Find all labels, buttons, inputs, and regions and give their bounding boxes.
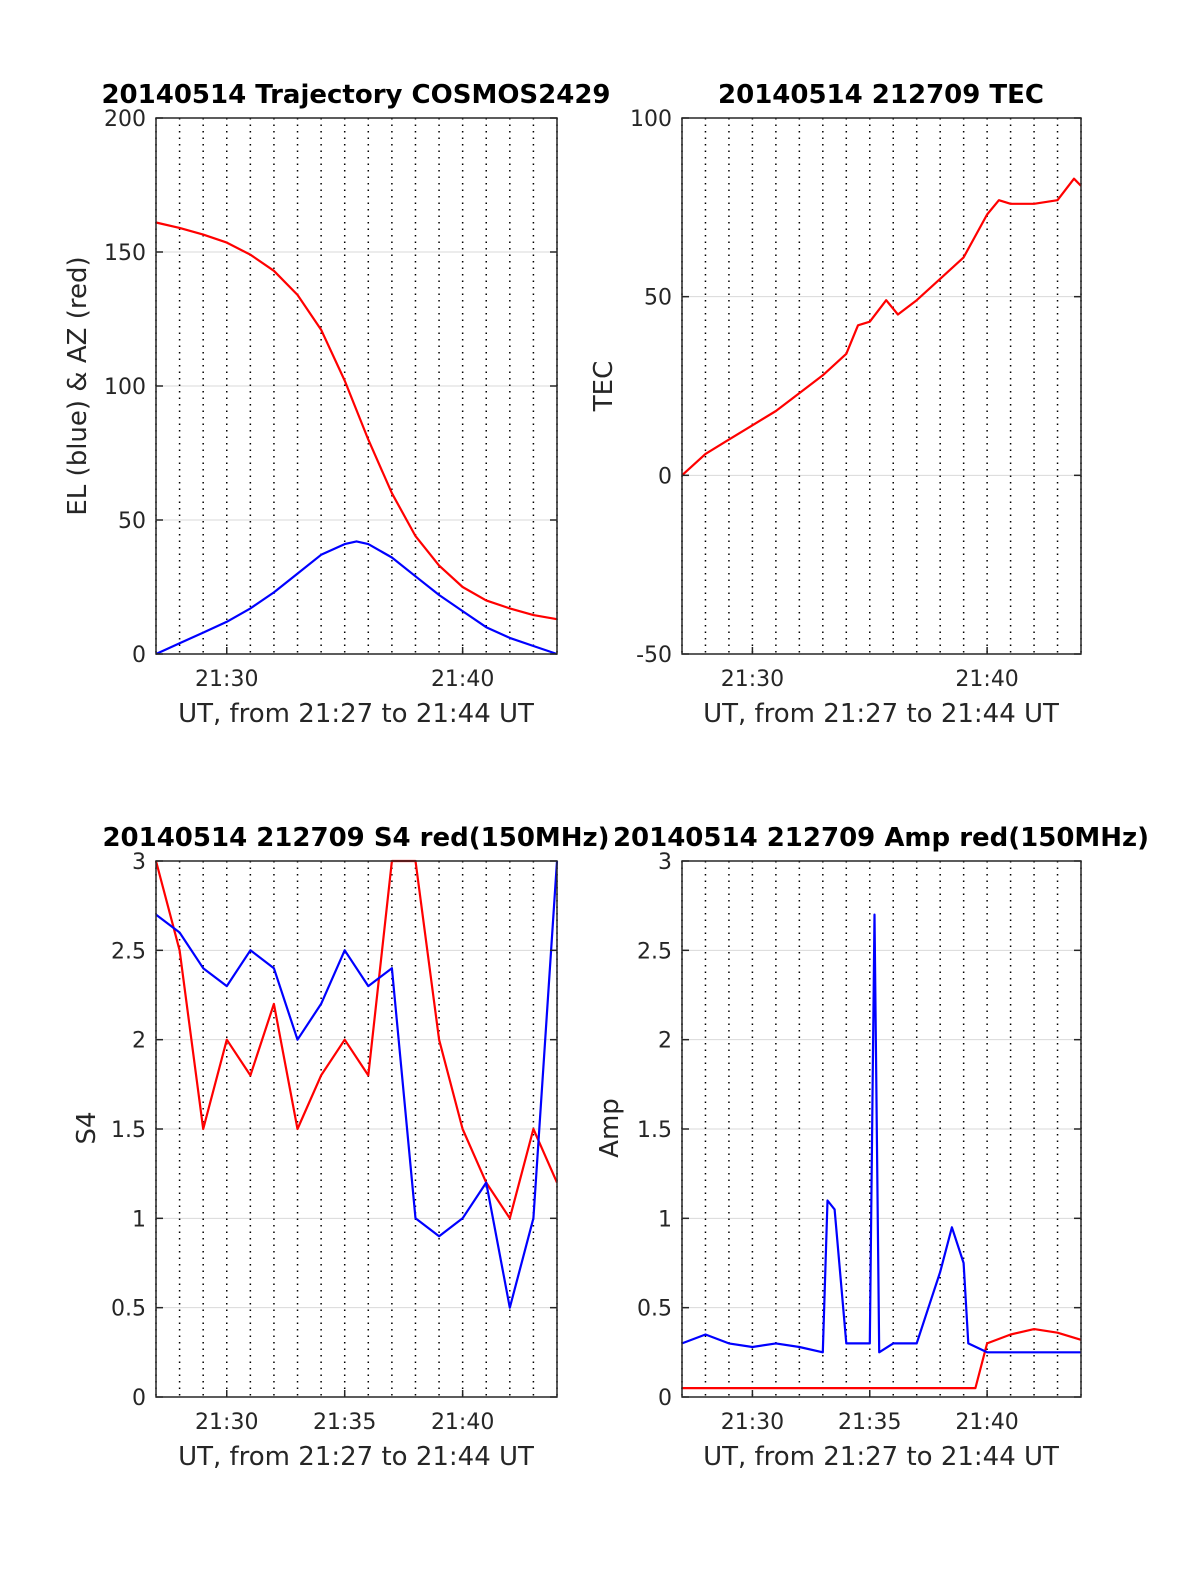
trajectory-ytick-label: 50 [118, 509, 146, 534]
amp-ytick-label: 0 [658, 1386, 672, 1411]
s4-ytick-label: 1.5 [111, 1118, 146, 1143]
tec-series-red-line [681, 177, 1082, 477]
s4-xtick-label: 21:40 [431, 1410, 494, 1435]
amp-series-red-line [682, 1327, 1082, 1390]
s4-ytick-label: 0.5 [111, 1297, 146, 1322]
trajectory-ylabel: EL (blue) & AZ (red) [63, 256, 93, 515]
amp-xtick-label: 21:30 [721, 1410, 784, 1435]
s4-series-red-line [154, 859, 559, 1220]
amp-xtick-label: 21:40 [955, 1410, 1018, 1435]
s4-series-blue-line [155, 860, 559, 1309]
tec-xlabel: UT, from 21:27 to 21:44 UT [703, 699, 1059, 729]
s4-ytick-label: 0 [132, 1386, 146, 1411]
s4-plot-area: 0 0.5 1 1.5 2 2.5 3 21:30 21:35 21:40 [111, 850, 559, 1435]
amp-ylabel: Amp [595, 1098, 625, 1158]
panel-s4: 0 0.5 1 1.5 2 2.5 3 21:30 21:35 21:40 20140514 21… [72, 823, 610, 1472]
trajectory-xlabel: UT, from 21:27 to 21:44 UT [178, 699, 534, 729]
tec-plot-area: -50 0 50 100 21:30 21:40 [630, 107, 1082, 692]
trajectory-ytick-label: 0 [132, 643, 146, 668]
s4-xtick-label: 21:30 [195, 1410, 258, 1435]
trajectory-ytick-label: 150 [104, 241, 146, 266]
tec-xtick-label: 21:40 [955, 667, 1018, 692]
amp-series-blue-line [681, 913, 1081, 1354]
tec-axes-box [681, 117, 1082, 655]
amp-plot-area: 0 0.5 1 1.5 2 2.5 3 21:30 21:35 21:40 [637, 850, 1082, 1435]
s4-ytick-label: 1 [132, 1207, 146, 1232]
tec-ytick-label: 50 [644, 286, 672, 311]
tec-ytick-label: 0 [658, 464, 672, 489]
amp-xlabel: UT, from 21:27 to 21:44 UT [703, 1442, 1059, 1472]
amp-xtick-label: 21:35 [838, 1410, 901, 1435]
s4-title: 20140514 212709 S4 red(150MHz) [102, 823, 609, 853]
tec-ylabel: TEC [589, 361, 619, 412]
trajectory-series-red-line [155, 221, 558, 621]
amp-ytick-label: 0.5 [637, 1297, 672, 1322]
s4-xlabel: UT, from 21:27 to 21:44 UT [178, 1442, 534, 1472]
s4-ytick-label: 2 [132, 1029, 146, 1054]
amp-title: 20140514 212709 Amp red(150MHz) [613, 823, 1149, 853]
trajectory-title: 20140514 Trajectory COSMOS2429 [101, 80, 610, 110]
s4-ytick-label: 3 [132, 850, 146, 875]
amp-ytick-label: 1 [658, 1207, 672, 1232]
trajectory-series-blue-line [155, 540, 558, 656]
panel-trajectory: 0 50 100 150 200 21:30 21:40 20140514 Trajecto… [63, 80, 611, 729]
amp-ytick-label: 2 [658, 1029, 672, 1054]
tec-ytick-label: -50 [636, 643, 672, 668]
amp-ytick-label: 1.5 [637, 1118, 672, 1143]
trajectory-ytick-label: 100 [104, 375, 146, 400]
tec-title: 20140514 212709 TEC [718, 80, 1044, 110]
amp-ytick-label: 2.5 [637, 939, 672, 964]
s4-xtick-label: 21:35 [313, 1410, 376, 1435]
panel-amp: 0 0.5 1 1.5 2 2.5 3 21:30 21:35 21:40 20140514 21… [595, 823, 1149, 1472]
trajectory-xtick-label: 21:30 [195, 667, 258, 692]
s4-ylabel: S4 [72, 1111, 102, 1144]
tec-xtick-label: 21:30 [721, 667, 784, 692]
trajectory-plot-area: 0 50 100 150 200 21:30 21:40 [104, 107, 558, 692]
amp-ytick-label: 3 [658, 850, 672, 875]
tec-ytick-label: 100 [630, 107, 672, 132]
trajectory-ytick-label: 200 [104, 107, 146, 132]
s4-ytick-label: 2.5 [111, 939, 146, 964]
trajectory-xtick-label: 21:40 [431, 667, 494, 692]
